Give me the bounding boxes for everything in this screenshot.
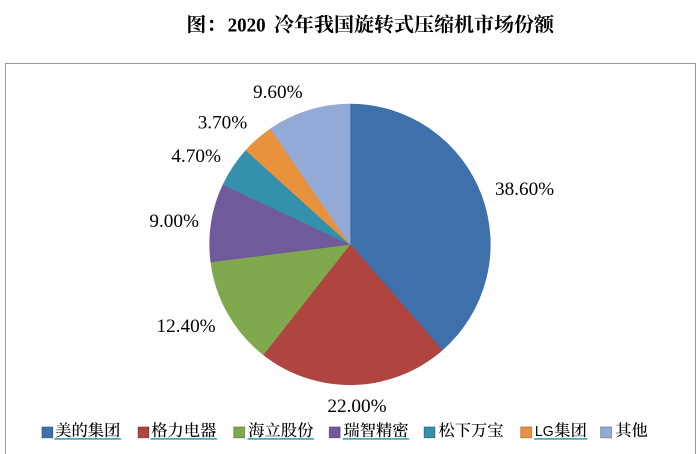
svg-text:9.60%: 9.60%: [253, 82, 303, 103]
svg-text:2020: 2020: [228, 14, 266, 36]
svg-text:3.70%: 3.70%: [198, 113, 248, 134]
svg-text:38.60%: 38.60%: [495, 179, 554, 200]
svg-text:4.70%: 4.70%: [171, 146, 221, 167]
svg-text:9.00%: 9.00%: [149, 211, 199, 232]
svg-text:12.40%: 12.40%: [157, 316, 216, 337]
svg-text:LG: LG: [535, 423, 554, 440]
svg-text:22.00%: 22.00%: [327, 396, 386, 417]
